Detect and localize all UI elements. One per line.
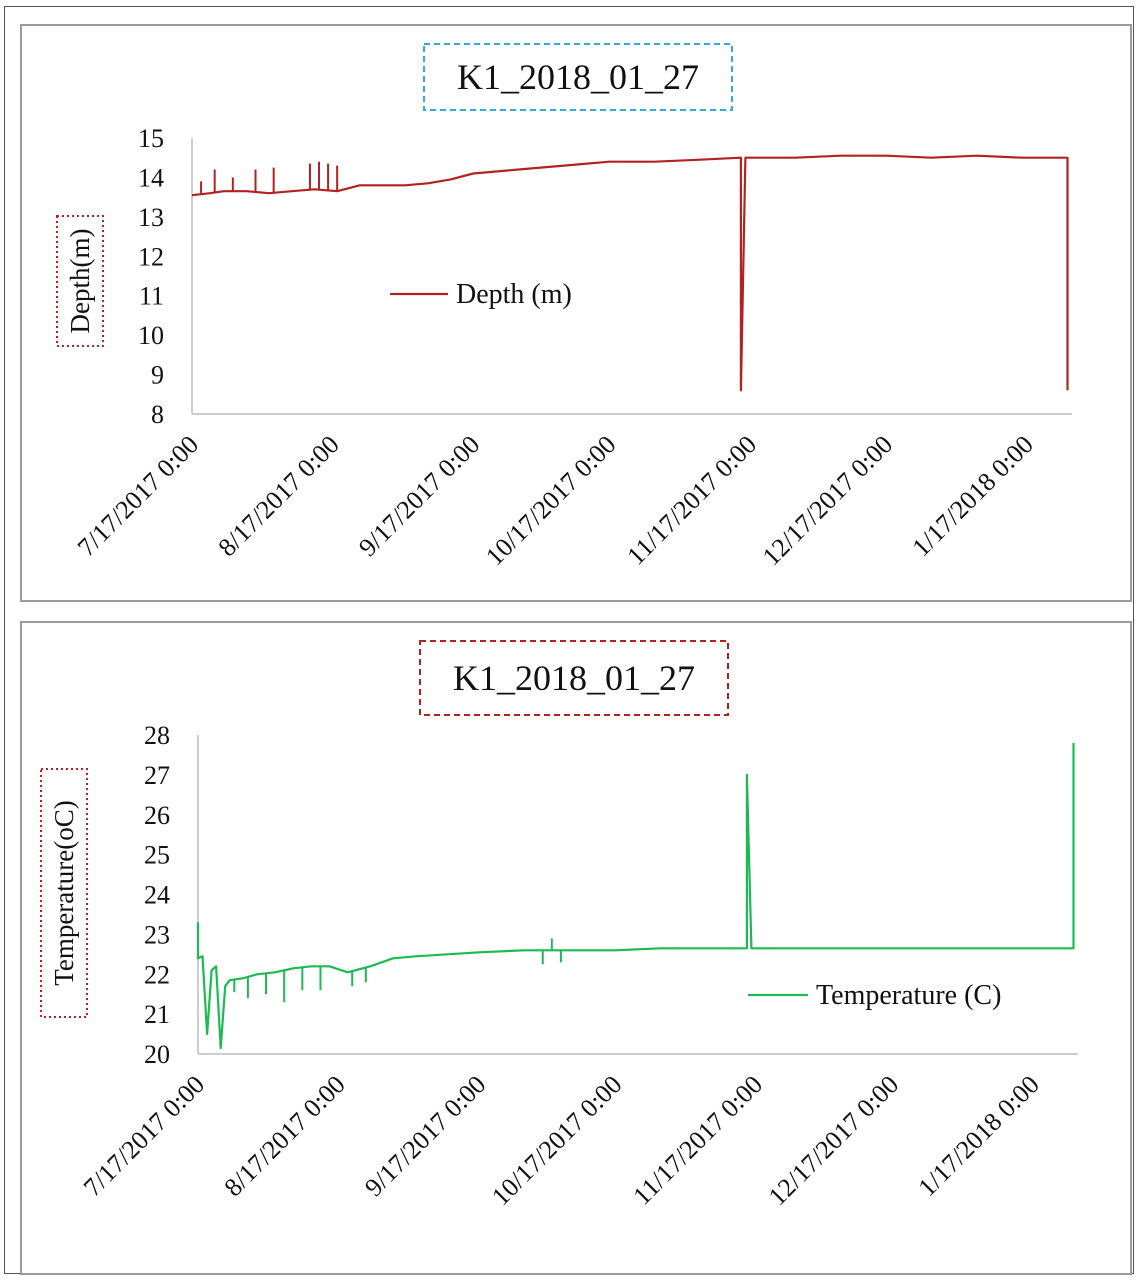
- y-tick-label: 28: [144, 721, 170, 750]
- x-tick-label: 8/17/2017 0:00: [219, 1070, 351, 1202]
- y-axis-label: Depth(m): [65, 229, 95, 334]
- y-tick-label: 27: [144, 761, 170, 790]
- legend-label: Temperature (C): [816, 980, 1001, 1011]
- y-axis-label-box: [40, 768, 88, 1018]
- x-tick-label: 1/17/2018 0:00: [907, 430, 1039, 562]
- x-tick-label: 8/17/2017 0:00: [213, 430, 345, 562]
- y-tick-label: 11: [139, 282, 164, 311]
- x-tick-label: 9/17/2017 0:00: [353, 430, 485, 562]
- y-tick-label: 21: [144, 1000, 170, 1029]
- chart-title: K1_2018_01_27: [457, 57, 699, 97]
- y-tick-label: 10: [138, 321, 164, 350]
- x-tick-label: 10/17/2017 0:00: [486, 1070, 628, 1212]
- y-axis-label: Temperature(oC): [49, 800, 79, 986]
- temperature-chart-panel: K1_2018_01_27 20 21 22 23 24 25 26 27 28 7/17/2017…: [20, 621, 1132, 1275]
- temperature-chart: K1_2018_01_27 20 21 22 23 24 25 26 27 28 7/17/2017…: [40, 640, 1078, 1212]
- y-tick-label: 20: [144, 1040, 170, 1069]
- x-tick-label: 12/17/2017 0:00: [763, 1070, 905, 1212]
- y-tick-label: 9: [151, 361, 164, 390]
- y-tick-label: 12: [138, 242, 164, 271]
- chart-title-box: [423, 43, 733, 111]
- y-tick-label: 14: [138, 163, 164, 192]
- y-tick-label: 13: [138, 203, 164, 232]
- depth-chart: K1_2018_01_27 8 9 10 11 12 13 14 15 7/17/2017 0:0…: [56, 43, 1072, 572]
- y-tick-label: 23: [144, 920, 170, 949]
- x-tick-label: 10/17/2017 0:00: [480, 430, 622, 572]
- y-tick-label: 26: [144, 801, 170, 830]
- x-tick-label: 12/17/2017 0:00: [757, 430, 899, 572]
- y-tick-label: 25: [144, 841, 170, 870]
- y-tick-label: 24: [144, 881, 170, 910]
- x-tick-label: 7/17/2017 0:00: [72, 430, 204, 562]
- x-tick-label: 7/17/2017 0:00: [78, 1070, 210, 1202]
- series-line: [191, 154, 1069, 392]
- x-tick-label: 11/17/2017 0:00: [621, 430, 762, 571]
- chart-title-box: [419, 640, 729, 716]
- y-tick-label: 8: [151, 400, 164, 429]
- x-tick-label: 9/17/2017 0:00: [359, 1070, 491, 1202]
- depth-chart-panel: K1_2018_01_27 8 9 10 11 12 13 14 15 7/17/2017 0:0…: [20, 24, 1132, 602]
- depth-chart-group: K1_2018_01_27 8 9 10 11 12 13 14 15 7/17/2017 0:0…: [56, 43, 1072, 572]
- y-tick-label: 15: [138, 124, 164, 153]
- y-axis-label-box: [56, 215, 104, 347]
- chart-title: K1_2018_01_27: [453, 658, 695, 698]
- legend-label: Depth (m): [456, 279, 572, 310]
- temperature-chart-group: K1_2018_01_27 20 21 22 23 24 25 26 27 28 7/17/2017…: [40, 640, 1078, 1212]
- y-tick-label: 22: [144, 960, 170, 989]
- series-line: [196, 743, 1075, 1050]
- x-tick-label: 1/17/2018 0:00: [913, 1070, 1045, 1202]
- x-tick-label: 11/17/2017 0:00: [627, 1070, 768, 1211]
